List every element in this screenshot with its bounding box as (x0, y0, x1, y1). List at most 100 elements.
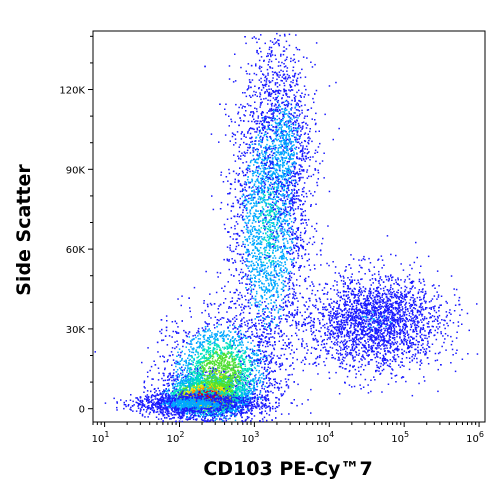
data-point (253, 393, 256, 395)
data-point (286, 345, 288, 347)
data-point (261, 418, 264, 420)
data-point (196, 373, 199, 375)
data-point (248, 410, 250, 412)
data-point (222, 408, 224, 410)
data-point (198, 392, 200, 394)
data-point (263, 416, 266, 419)
data-point (235, 315, 238, 317)
data-point (173, 380, 175, 382)
data-point (247, 381, 250, 383)
data-point (218, 410, 220, 412)
data-point (219, 384, 221, 386)
data-point (225, 342, 228, 344)
data-point (227, 383, 229, 386)
data-point (198, 386, 201, 389)
data-point (241, 416, 243, 419)
data-point (168, 389, 170, 392)
data-point (199, 389, 201, 391)
data-point (172, 372, 175, 374)
data-point (168, 388, 170, 390)
data-point (253, 384, 255, 386)
data-point (205, 370, 207, 372)
data-point (217, 359, 219, 361)
data-point (229, 340, 232, 342)
data-point (192, 351, 195, 354)
data-point (259, 335, 261, 337)
data-point (253, 405, 255, 408)
data-point (259, 381, 261, 383)
data-point (202, 392, 204, 394)
data-point (220, 371, 222, 373)
data-point (223, 392, 226, 394)
data-point (239, 388, 241, 390)
data-point (151, 378, 153, 380)
data-point (200, 358, 202, 360)
data-point (221, 380, 224, 383)
data-point (205, 389, 208, 391)
data-point (197, 331, 200, 333)
data-point (204, 413, 206, 415)
data-point (278, 327, 280, 330)
data-point (172, 382, 174, 385)
data-point (203, 302, 205, 304)
data-point (175, 360, 177, 362)
data-point (241, 368, 244, 370)
data-point (214, 386, 216, 388)
data-point (278, 366, 280, 368)
data-point (195, 388, 198, 391)
data-point (232, 368, 234, 370)
data-point (212, 386, 215, 389)
data-point (175, 392, 177, 395)
data-point (196, 364, 198, 366)
data-point (231, 377, 234, 380)
data-point (213, 362, 215, 364)
data-point (217, 380, 219, 383)
data-point (234, 261, 237, 263)
data-point (172, 390, 174, 392)
data-point (224, 411, 226, 413)
data-point (232, 380, 234, 383)
data-point (263, 405, 266, 407)
data-point (213, 338, 215, 340)
data-point (217, 362, 219, 364)
data-point (212, 356, 215, 358)
data-point (165, 315, 168, 317)
data-point (222, 402, 224, 405)
data-point (268, 337, 270, 339)
data-point (246, 388, 248, 390)
data-point (227, 418, 229, 420)
data-point (179, 391, 182, 393)
data-point (211, 413, 213, 415)
data-point (220, 418, 223, 420)
data-point (218, 385, 221, 387)
data-point (249, 360, 252, 362)
data-point (242, 352, 245, 355)
data-point (235, 378, 237, 381)
data-point (229, 405, 232, 407)
data-point (243, 358, 246, 361)
data-point (193, 383, 195, 386)
data-point (177, 343, 179, 346)
data-point (217, 378, 220, 380)
data-point (234, 415, 237, 418)
data-point (208, 383, 210, 385)
data-point (249, 363, 252, 366)
data-point (178, 354, 180, 356)
data-point (249, 372, 251, 374)
data-point (212, 346, 215, 349)
data-point (258, 370, 261, 372)
data-point (279, 363, 281, 365)
data-point (229, 390, 231, 392)
data-point (213, 380, 215, 382)
data-point (258, 271, 260, 273)
data-point (254, 322, 257, 325)
data-point (171, 347, 174, 349)
data-point (189, 380, 191, 382)
data-point (175, 385, 177, 388)
data-point (242, 336, 245, 339)
data-point (244, 386, 246, 388)
data-point (181, 384, 184, 386)
data-point (247, 328, 250, 330)
data-point (208, 313, 210, 315)
data-point (213, 324, 215, 326)
